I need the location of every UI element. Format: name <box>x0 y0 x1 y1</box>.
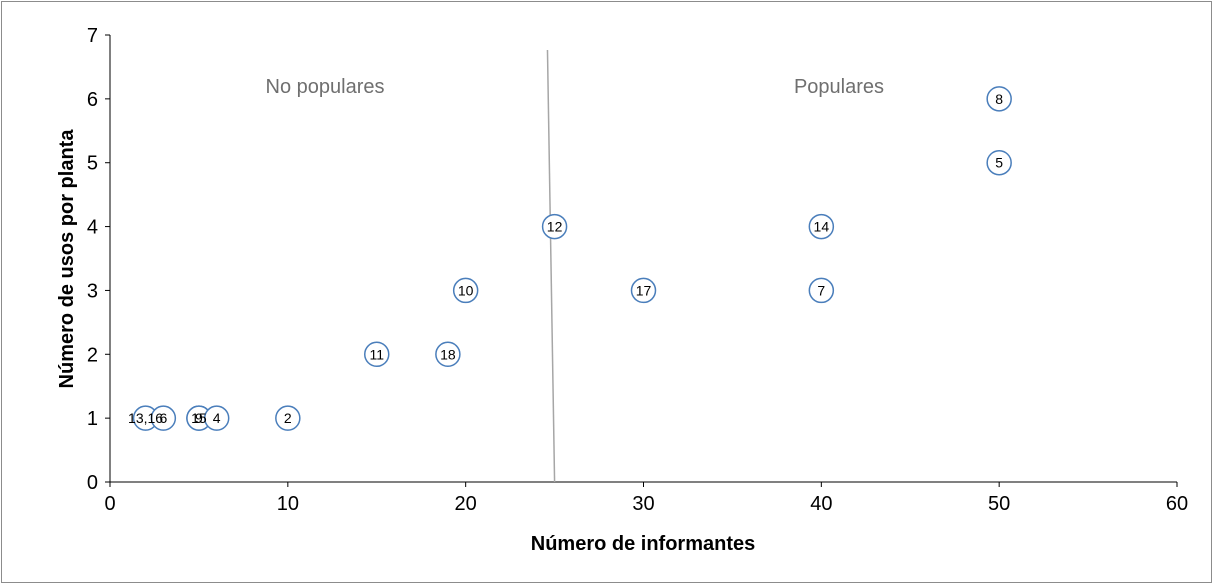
data-point-marker <box>541 213 568 240</box>
data-point-label: 6 <box>159 410 167 426</box>
x-axis-title: Número de informantes <box>531 533 755 555</box>
data-point-label: 12 <box>547 219 563 235</box>
region-label-populares: Populares <box>794 76 884 98</box>
x-tick-label: 0 <box>104 493 115 515</box>
y-tick-label: 2 <box>87 344 98 366</box>
data-point-label: 14 <box>814 219 830 235</box>
y-tick-label: 7 <box>87 25 98 47</box>
data-point-label: 4 <box>213 410 221 426</box>
data-point-label: 5 <box>995 155 1003 171</box>
data-point-marker <box>808 213 835 240</box>
x-tick-label: 60 <box>1166 493 1188 515</box>
data-point-marker <box>630 277 657 304</box>
data-point-label: 15 <box>191 410 207 426</box>
divider-line <box>546 49 556 483</box>
data-point-marker <box>364 341 390 368</box>
data-point-label: 2 <box>284 410 292 426</box>
data-point-marker <box>808 277 835 304</box>
y-tick-label: 3 <box>87 280 98 302</box>
y-tick-label: 5 <box>87 153 98 175</box>
data-point-marker <box>986 86 1012 112</box>
x-tick-label: 30 <box>632 493 654 515</box>
data-point-label: 8 <box>995 91 1003 107</box>
data-point-marker <box>452 277 479 304</box>
region-label-no-populares: No populares <box>266 76 385 98</box>
x-tick-label: 50 <box>988 493 1010 515</box>
data-point-marker <box>275 405 301 431</box>
y-tick-label: 0 <box>87 472 98 494</box>
y-axis-title: Número de usos por planta <box>56 129 78 389</box>
y-tick-label: 1 <box>87 408 98 430</box>
data-point-marker <box>203 405 230 431</box>
x-tick-label: 10 <box>277 493 299 515</box>
data-point-label: 18 <box>440 346 456 362</box>
y-tick-label: 6 <box>87 89 98 111</box>
data-point-marker <box>435 341 461 368</box>
data-point-label: 7 <box>817 282 825 298</box>
data-point-label: 10 <box>458 282 474 298</box>
x-tick-label: 40 <box>810 493 832 515</box>
data-point-label: 13,16 <box>128 410 163 426</box>
x-tick-label: 20 <box>455 493 477 515</box>
data-point-label: 9 <box>195 410 203 426</box>
data-point-marker <box>986 149 1012 176</box>
data-point-label: 11 <box>369 346 384 362</box>
data-point-marker <box>150 405 177 431</box>
data-point-label: 17 <box>636 282 652 298</box>
y-tick-label: 4 <box>87 217 98 239</box>
